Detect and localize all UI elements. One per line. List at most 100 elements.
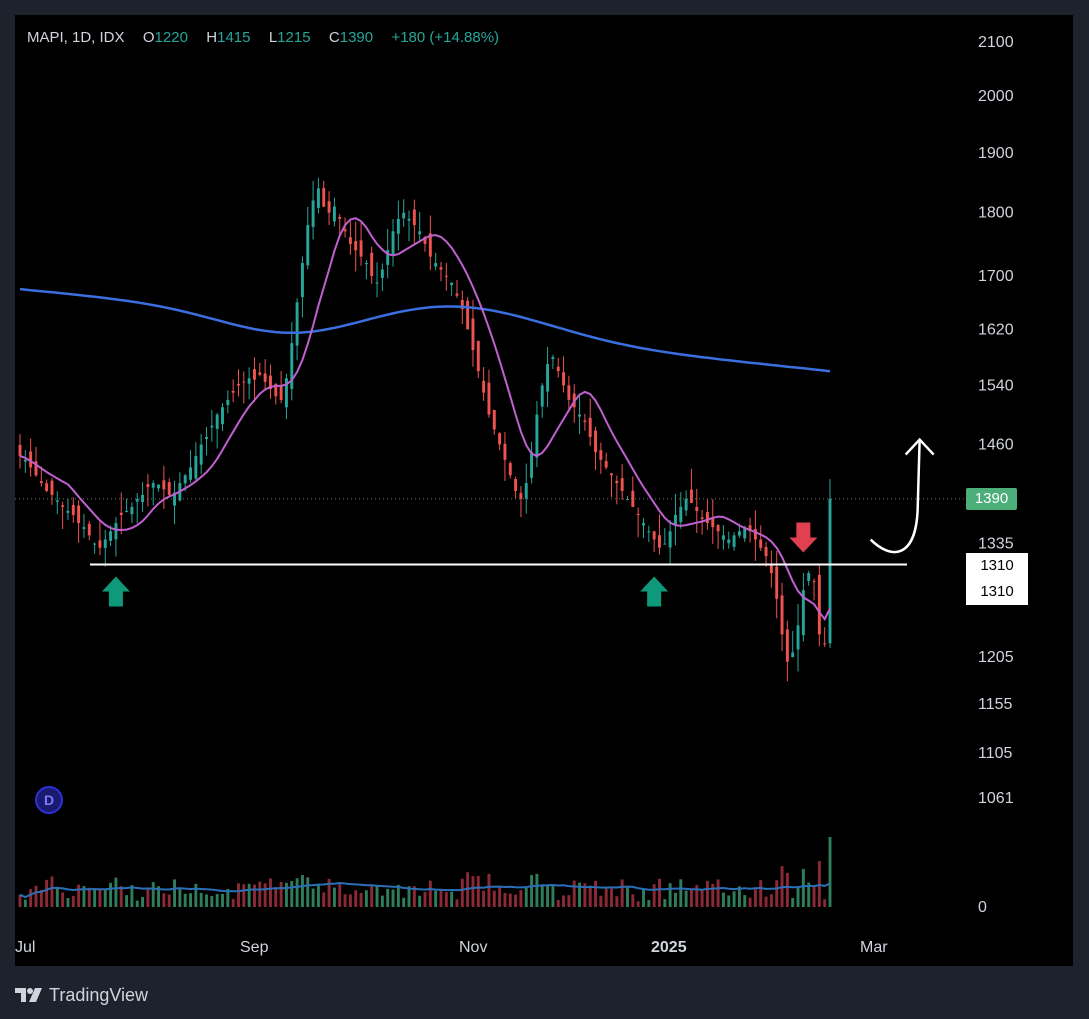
candle	[290, 322, 294, 401]
indicator-badge[interactable]: D	[35, 786, 63, 814]
change-value: +180 (+14.88%)	[391, 29, 500, 46]
candle-body	[508, 463, 512, 476]
volume-bar	[642, 888, 645, 907]
volume-bar	[183, 893, 187, 907]
volume-bar	[268, 878, 272, 907]
volume-bar	[503, 892, 507, 907]
volume-bar	[796, 886, 800, 907]
candle-body	[332, 206, 336, 222]
candle	[759, 525, 763, 552]
candle	[263, 359, 267, 391]
candle-body	[476, 340, 480, 372]
volume-bar	[375, 885, 379, 907]
volume-tick-label: 0	[978, 899, 987, 916]
candle	[583, 413, 587, 431]
volume-bar	[828, 837, 832, 907]
candle-body	[50, 480, 54, 495]
brand-name: TradingView	[49, 984, 149, 1005]
candle-body	[300, 263, 304, 298]
candle	[338, 214, 342, 236]
volume-bar	[759, 880, 763, 907]
close-value: 1390	[339, 29, 374, 46]
candle	[540, 383, 544, 418]
volume-bar	[471, 876, 475, 907]
volume-bar	[567, 895, 571, 907]
volume-bar	[716, 879, 720, 907]
candle-body	[93, 543, 97, 545]
volume-bar	[530, 875, 534, 907]
candle-body	[375, 282, 379, 284]
volume-bar	[130, 885, 134, 907]
volume-bar	[732, 891, 736, 907]
candle	[689, 468, 693, 503]
price-axis[interactable]: 2100200019001800170016201540146013351285…	[978, 34, 1014, 916]
candle	[530, 441, 534, 484]
candle-body	[727, 539, 731, 544]
candle-body	[423, 236, 427, 244]
price-tick-label: 1540	[978, 377, 1014, 394]
candle-body	[268, 375, 272, 390]
candle	[279, 370, 283, 404]
candle	[370, 246, 374, 284]
volume-bar	[354, 890, 358, 907]
volume-bar	[210, 895, 214, 907]
volume-bar	[359, 892, 363, 907]
green-up-arrow-icon	[101, 576, 130, 607]
ma-short-line	[19, 217, 831, 621]
candle-body	[460, 300, 464, 310]
candle-body	[673, 514, 677, 526]
volume-bar	[487, 873, 491, 907]
level-lines	[15, 498, 966, 566]
candle	[268, 364, 272, 399]
candle	[578, 393, 582, 435]
chart-frame[interactable]: 2100200019001800170016201540146013351285…	[15, 15, 1073, 966]
volume-bar	[753, 889, 757, 907]
candle	[599, 442, 603, 474]
volume-bar	[663, 899, 667, 907]
candle-body	[130, 506, 134, 515]
candle-body	[540, 385, 544, 407]
volume-bar	[737, 886, 741, 907]
volume-bar	[546, 885, 550, 907]
volume-bar	[295, 878, 299, 907]
candle-body	[599, 450, 603, 460]
tradingview-logo-icon	[15, 988, 42, 1002]
volume-bar	[226, 888, 230, 907]
candle-body	[604, 460, 608, 468]
volume-bar	[162, 893, 166, 907]
candle-body	[295, 302, 299, 346]
candle-body	[226, 399, 230, 406]
close-label: C	[328, 29, 340, 46]
candle-body	[135, 498, 139, 502]
green-up-arrow-icon	[640, 576, 669, 607]
level-badge: 1310	[966, 553, 1028, 579]
candle-body	[263, 373, 267, 382]
volume-bar	[519, 890, 523, 907]
time-tick-label: Jul	[15, 939, 35, 956]
volume-bar	[631, 894, 635, 907]
candle	[418, 211, 422, 242]
candle-body	[354, 241, 358, 251]
volume-bar	[705, 880, 709, 907]
volume-bar	[98, 889, 102, 907]
volume-bar	[647, 900, 651, 907]
brand-footer[interactable]: TradingView	[15, 982, 148, 1008]
candle	[780, 582, 784, 652]
symbol-legend[interactable]: MAPI, 1D, IDX O1220 H1415 L1215 C1390 +1…	[27, 29, 499, 46]
candle-body	[562, 372, 566, 386]
candle-body	[492, 410, 496, 430]
volume-bar	[386, 888, 390, 907]
chart-canvas[interactable]: 2100200019001800170016201540146013351285…	[15, 15, 1073, 966]
candle-body	[327, 201, 331, 213]
candle	[316, 177, 320, 214]
volume-bar	[700, 890, 704, 907]
candle-body	[551, 357, 555, 360]
volume-bar	[402, 897, 406, 907]
time-axis[interactable]: Jul Sep Nov 2025 Mar	[15, 939, 888, 956]
candle	[295, 298, 299, 361]
candle	[151, 480, 155, 506]
volume-bar	[178, 888, 182, 907]
candle-body	[620, 478, 624, 491]
candle-body	[668, 531, 672, 548]
volume-bar	[205, 894, 208, 907]
